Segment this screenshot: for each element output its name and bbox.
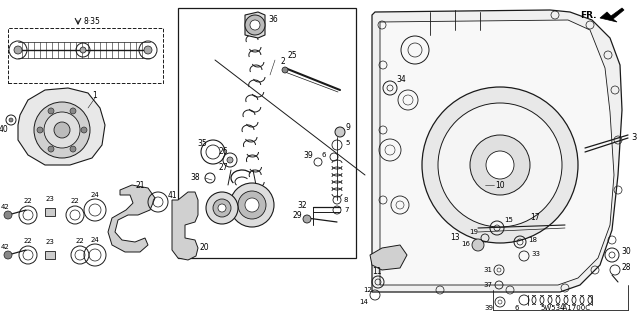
Circle shape (54, 122, 70, 138)
Circle shape (245, 198, 259, 212)
Circle shape (81, 127, 87, 133)
Circle shape (335, 127, 345, 137)
Text: 33: 33 (531, 251, 540, 257)
Text: 24: 24 (91, 237, 100, 243)
Circle shape (4, 251, 12, 259)
Text: 31: 31 (483, 267, 492, 273)
Polygon shape (600, 8, 624, 22)
Circle shape (245, 15, 265, 35)
Text: 37: 37 (483, 282, 492, 288)
Text: 14: 14 (359, 299, 368, 305)
Text: 39: 39 (484, 305, 493, 311)
Circle shape (48, 146, 54, 152)
Polygon shape (108, 185, 155, 252)
Circle shape (227, 157, 233, 163)
Bar (8, 28, 163, 83)
Polygon shape (245, 12, 265, 38)
Text: 28: 28 (622, 263, 632, 273)
Text: 19: 19 (469, 229, 478, 235)
Text: 4: 4 (560, 303, 565, 313)
Circle shape (4, 211, 12, 219)
Text: 42: 42 (1, 244, 10, 250)
Text: 5W53-A1700C: 5W53-A1700C (540, 305, 590, 311)
Polygon shape (370, 245, 407, 270)
Circle shape (70, 108, 76, 114)
Text: 38: 38 (190, 172, 200, 181)
Circle shape (303, 215, 311, 223)
Polygon shape (172, 192, 198, 260)
Text: 23: 23 (45, 196, 54, 202)
Bar (178, 8, 356, 258)
Circle shape (34, 102, 90, 158)
Circle shape (9, 118, 13, 122)
Text: 22: 22 (24, 238, 33, 244)
Polygon shape (372, 10, 622, 292)
Text: 2: 2 (281, 58, 285, 67)
Text: 36: 36 (268, 15, 278, 25)
Circle shape (44, 112, 80, 148)
Text: 22: 22 (24, 198, 33, 204)
Text: 26: 26 (218, 148, 228, 156)
Circle shape (238, 191, 266, 219)
Text: 17: 17 (530, 213, 540, 222)
Circle shape (206, 192, 238, 224)
Circle shape (250, 20, 260, 30)
Text: 39: 39 (303, 150, 313, 159)
Text: 41: 41 (168, 191, 177, 201)
Circle shape (14, 46, 22, 54)
Text: 13: 13 (450, 234, 460, 243)
Circle shape (37, 127, 43, 133)
Text: 22: 22 (76, 238, 84, 244)
Text: 24: 24 (91, 192, 100, 198)
Text: 35: 35 (197, 139, 207, 148)
Text: 42: 42 (1, 204, 10, 210)
Text: 8·35: 8·35 (84, 18, 100, 27)
Text: 1: 1 (93, 91, 98, 100)
Text: 5: 5 (345, 140, 350, 146)
Text: 7: 7 (344, 207, 348, 213)
Polygon shape (380, 20, 614, 285)
Circle shape (438, 103, 562, 227)
Circle shape (470, 135, 530, 195)
Text: 18: 18 (528, 237, 537, 243)
Circle shape (144, 46, 152, 54)
Text: 29: 29 (292, 211, 302, 220)
Text: 27: 27 (218, 164, 228, 172)
Bar (45, 208, 55, 216)
Bar (45, 251, 55, 259)
Text: 8: 8 (344, 197, 348, 203)
Text: 30: 30 (621, 247, 631, 257)
Text: 10: 10 (495, 180, 505, 189)
Text: 22: 22 (71, 198, 79, 204)
Text: 3: 3 (631, 133, 636, 142)
Circle shape (80, 47, 86, 53)
Text: 23: 23 (45, 239, 54, 245)
Text: 9: 9 (346, 124, 351, 132)
Circle shape (472, 239, 484, 251)
Text: 6: 6 (515, 305, 519, 311)
Text: 15: 15 (504, 217, 513, 223)
Text: 34: 34 (396, 76, 406, 84)
Circle shape (218, 204, 226, 212)
Text: 11: 11 (372, 268, 382, 276)
Polygon shape (18, 88, 105, 165)
Text: 12: 12 (363, 287, 372, 293)
Text: FR.: FR. (581, 12, 597, 20)
Text: 6: 6 (322, 152, 326, 158)
Text: 21: 21 (135, 180, 145, 189)
Circle shape (282, 67, 288, 73)
Circle shape (486, 151, 514, 179)
Circle shape (422, 87, 578, 243)
Circle shape (70, 146, 76, 152)
Text: 25: 25 (287, 51, 297, 60)
Text: 16: 16 (461, 241, 470, 247)
Text: 20: 20 (200, 244, 210, 252)
Text: 32: 32 (297, 201, 307, 210)
Text: 40: 40 (0, 125, 8, 134)
Circle shape (48, 108, 54, 114)
Circle shape (230, 183, 274, 227)
Circle shape (213, 199, 231, 217)
